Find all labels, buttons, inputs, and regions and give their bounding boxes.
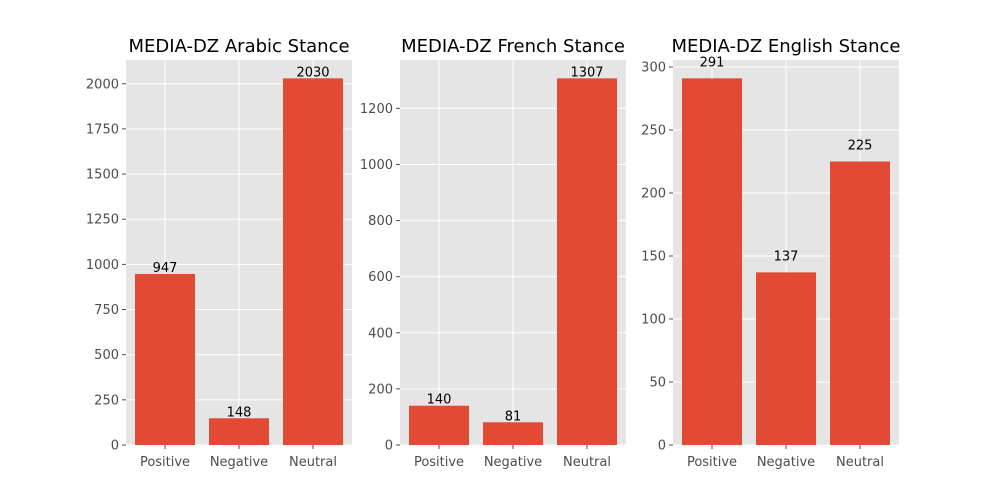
y-tick-label: 1200	[360, 102, 393, 117]
y-tick-label: 300	[641, 60, 666, 75]
chart-title: MEDIA-DZ Arabic Stance	[128, 36, 349, 57]
y-tick-label: 500	[94, 348, 119, 363]
data-label: 1307	[570, 65, 603, 80]
y-tick-label: 200	[641, 186, 666, 201]
bar-neutral	[283, 78, 343, 445]
y-tick-label: 250	[641, 123, 666, 138]
x-tick-label: Negative	[484, 455, 542, 470]
y-tick-label: 1000	[86, 258, 119, 273]
y-tick-label: 0	[111, 439, 119, 454]
data-label: 225	[848, 138, 873, 153]
bar-neutral	[557, 78, 617, 445]
chart-panel-arabic: 0 250 500 750 1000 1250 1500 1750 2000 Positive N…	[86, 36, 352, 470]
chart-panel-english: 0 50 100 150 200 250 300 Positive Negative Neutr…	[641, 36, 900, 470]
y-tick-label: 50	[649, 375, 666, 390]
bars	[682, 78, 890, 445]
bars	[135, 78, 343, 445]
y-tick-label: 250	[94, 393, 119, 408]
y-tick-label: 750	[94, 303, 119, 318]
y-tick-label: 1250	[86, 213, 119, 228]
x-tick-label: Neutral	[563, 455, 611, 470]
y-tick-label: 150	[641, 249, 666, 264]
chart-title: MEDIA-DZ English Stance	[671, 36, 900, 57]
y-tick-label: 400	[368, 326, 393, 341]
x-ticks: Positive Negative Neutral	[687, 445, 884, 470]
chart-title: MEDIA-DZ French Stance	[401, 36, 625, 57]
data-label: 81	[505, 409, 522, 424]
bar-positive	[409, 405, 469, 445]
y-ticks: 0 250 500 750 1000 1250 1500 1750 2000	[86, 77, 126, 454]
y-tick-label: 2000	[86, 77, 119, 92]
bar-negative	[483, 422, 543, 445]
x-tick-label: Negative	[210, 455, 268, 470]
data-label: 947	[153, 261, 178, 276]
y-tick-label: 0	[658, 439, 666, 454]
bar-positive	[682, 78, 742, 445]
y-tick-label: 1500	[86, 168, 119, 183]
y-ticks: 0 50 100 150 200 250 300	[641, 60, 673, 454]
bar-negative	[756, 272, 816, 445]
x-tick-label: Positive	[140, 455, 190, 470]
y-tick-label: 100	[641, 312, 666, 327]
y-ticks: 0 200 400 600 800 1000 1200	[360, 102, 400, 454]
x-tick-label: Negative	[757, 455, 815, 470]
y-tick-label: 600	[368, 270, 393, 285]
data-label: 291	[700, 55, 725, 70]
x-tick-label: Positive	[414, 455, 464, 470]
y-tick-label: 1750	[86, 122, 119, 137]
chart-panel-french: 0 200 400 600 800 1000 1200 Positive Negative Ne…	[360, 36, 626, 470]
bar-positive	[135, 273, 195, 445]
data-label: 137	[774, 249, 799, 264]
data-label: 140	[427, 393, 452, 408]
y-tick-label: 0	[385, 439, 393, 454]
bar-neutral	[830, 161, 890, 445]
x-tick-label: Neutral	[836, 455, 884, 470]
data-labels: 291 137 225	[700, 55, 873, 264]
data-label: 148	[227, 405, 252, 420]
y-tick-label: 200	[368, 382, 393, 397]
bars	[409, 78, 617, 445]
y-tick-label: 800	[368, 214, 393, 229]
data-labels: 140 81 1307	[427, 65, 604, 424]
x-tick-label: Positive	[687, 455, 737, 470]
x-ticks: Positive Negative Neutral	[414, 445, 611, 470]
data-labels: 947 148 2030	[153, 65, 330, 420]
y-tick-label: 1000	[360, 158, 393, 173]
x-tick-label: Neutral	[289, 455, 337, 470]
x-ticks: Positive Negative Neutral	[140, 445, 337, 470]
bar-negative	[209, 418, 269, 445]
data-label: 2030	[296, 65, 329, 80]
